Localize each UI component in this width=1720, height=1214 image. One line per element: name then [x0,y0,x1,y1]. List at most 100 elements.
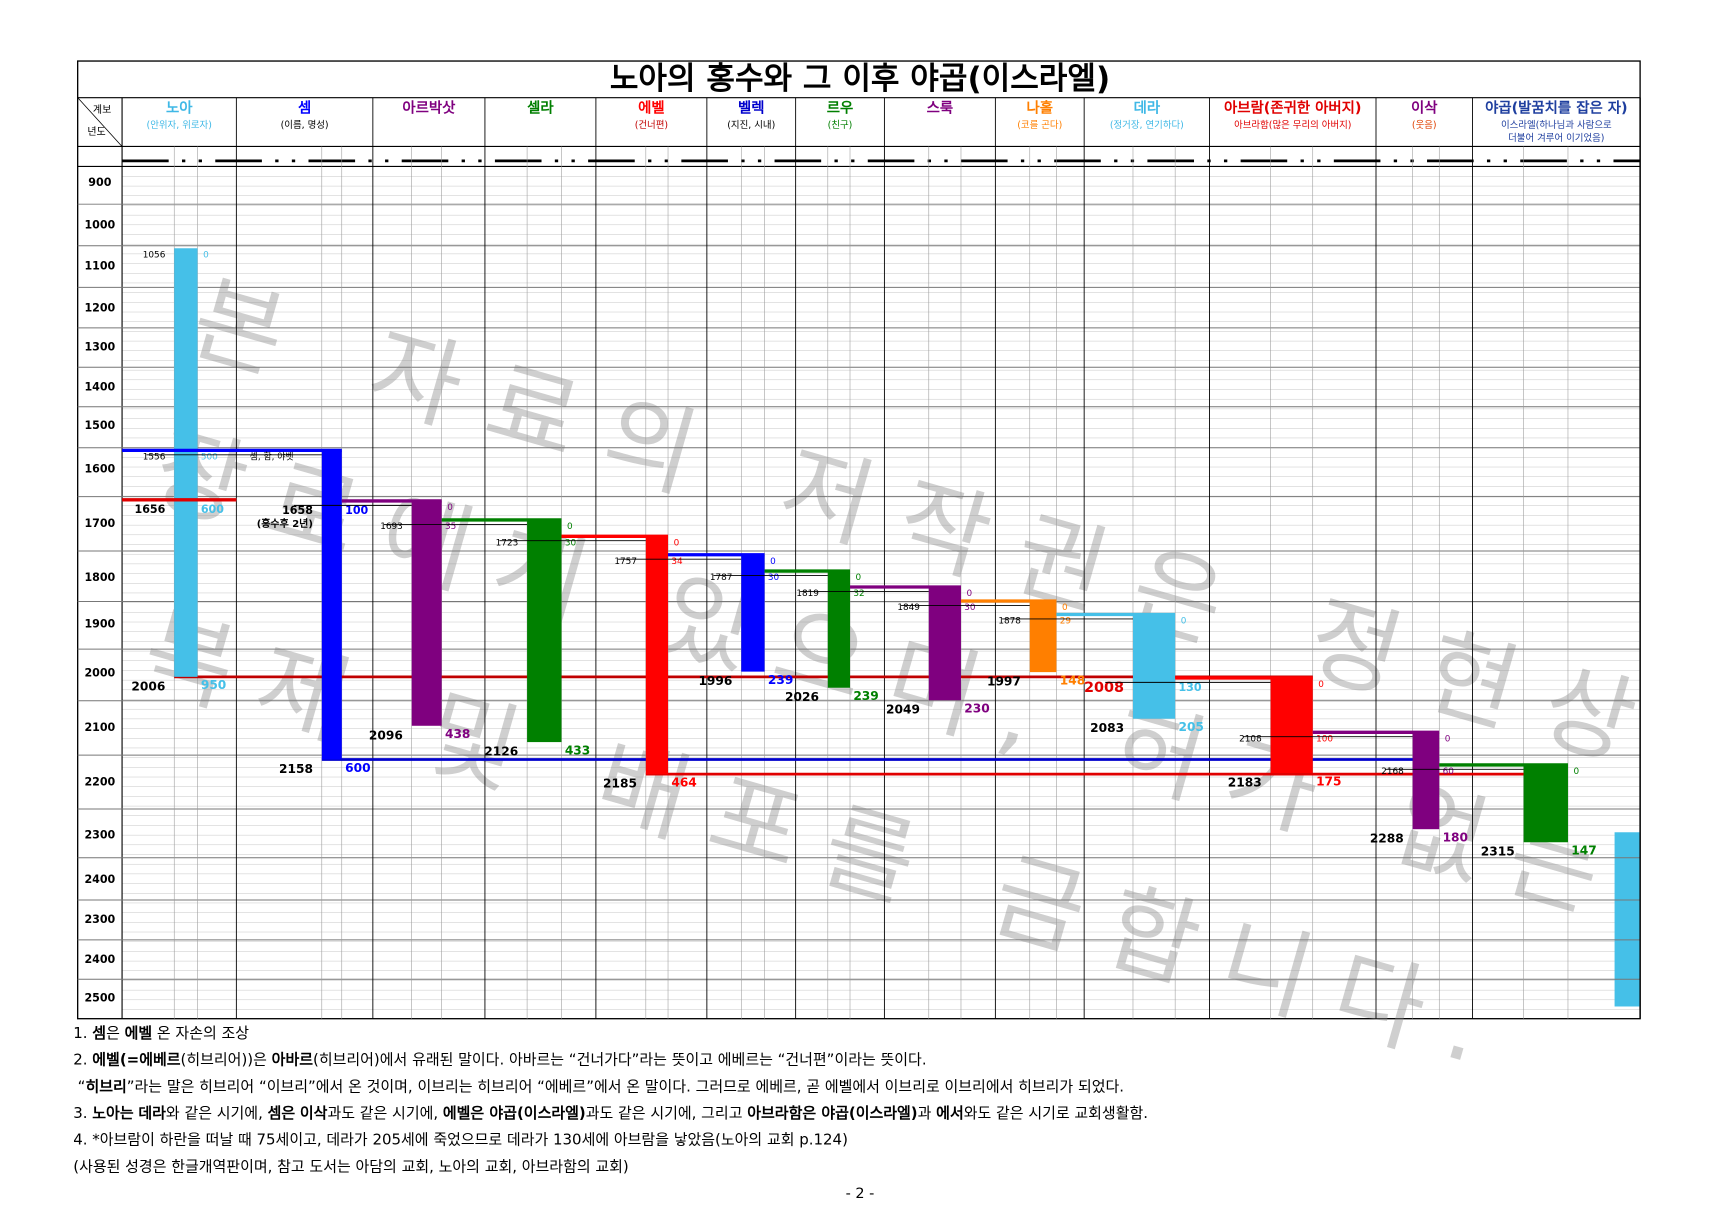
event-year: 1556 [143,453,166,463]
birth-age: 0 [203,250,209,260]
note-line: 4. *아브람이 하란을 떠날 때 75세이고, 데라가 205세에 죽었으므로… [73,1130,848,1148]
death-year: 2185 [603,777,637,791]
year-label: 1400 [84,380,115,393]
death-year: 2288 [1370,832,1404,846]
note-line: “히브리”라는 말은 히브리어 “이브리”에서 온 것이며, 이브리는 히브리어… [78,1077,1124,1095]
death-year: 2096 [369,728,403,742]
event-year: 1757 [614,557,637,567]
event-age: 130 [1178,681,1201,694]
note-segment: 과도 같은 시기에, [327,1104,442,1122]
column-name: 스룩 [927,100,954,117]
year-label: 1600 [84,462,115,475]
note-segment: 4. *아브람이 하란을 떠날 때 75세이고, 데라가 205세에 죽었으므로… [73,1130,848,1148]
event-age: 35 [445,522,456,532]
note-segment: 셈은 [268,1104,296,1122]
note-segment: 3. [73,1104,92,1122]
event-year: 1849 [897,603,920,613]
birth-age: 0 [967,589,973,599]
birth-age: 0 [674,538,680,548]
note-segment: 와 같은 시기에, [166,1104,268,1122]
event-age: 100 [345,504,368,517]
life-bar [1412,732,1440,830]
life-bar [645,536,669,775]
event-age: 500 [201,453,218,463]
note-segment: 아브라함은 야곱(이스라엘) [747,1104,917,1122]
birth-age: 0 [1318,680,1324,690]
year-label: 2100 [84,721,115,734]
death-year: 2026 [785,690,819,704]
death-age: 433 [565,743,590,757]
year-label: 1200 [84,301,115,314]
fine-grid [122,166,1641,1019]
birth-age: 0 [1062,603,1068,613]
death-year: 2049 [886,703,920,717]
event-age: 29 [1060,617,1072,627]
note-line: 2. 에벨(=에베르(히브리어))은 아바르(히브리어)에서 유래된 말이다. … [73,1050,926,1068]
note-segment: 1. [73,1024,92,1042]
note-segment: 데라 [138,1104,166,1122]
column-sub: (이름, 명성) [281,120,329,131]
event-year: 2108 [1239,734,1262,744]
column-sub: (친구) [828,120,853,131]
note-segment: 에벨(=에베르 [92,1050,180,1068]
death-year: 1997 [987,675,1021,689]
note-segment: 온 자손의 조상 [152,1024,249,1042]
note-segment: 와도 같은 시기로 교회생활함. [964,1104,1148,1122]
note-segment: 과 [918,1104,937,1122]
column-sub: 더불어 겨루어 이기었음) [1508,132,1604,144]
title: 노아의 홍수와 그 이후 야곱(이스라엘) [610,61,1110,97]
life-bar [321,450,342,760]
note-line: 3. 노아는 데라와 같은 시기에, 셈은 이삭과도 같은 시기에, 에벨은 야… [73,1104,1148,1122]
event-age: 30 [768,573,780,583]
note-segment: (사용된 성경은 한글개역판이며, 참고 도서는 아담의 교회, 노아의 교회,… [73,1157,629,1175]
year-label: 1300 [84,340,115,353]
column-name: 나홀 [1027,99,1054,117]
year-label: 900 [88,176,111,189]
note-segment: 이삭 [300,1104,328,1122]
life-bar [827,571,851,688]
column-name: 노아 [166,100,193,117]
note-segment: “ [78,1077,86,1095]
column-name: 셀라 [527,100,554,117]
note-segment: 에벨 [125,1024,153,1042]
life-bar [928,587,961,701]
note-line: 1. 셈은 에벨 온 자손의 조상 [73,1024,249,1042]
column-sub: (건너편) [635,119,668,131]
death-age: 950 [201,678,226,692]
event-age: 32 [853,589,864,599]
year-label: 1500 [84,419,115,432]
birth-age: 0 [1181,617,1187,627]
year-label: 2300 [84,913,115,926]
note-segment: 2. [73,1050,92,1068]
life-bar [174,248,198,677]
event-age: 600 [201,503,224,516]
event-note: (홍수후 2년) [257,517,313,530]
year-label: 2200 [84,775,115,788]
continuation-bar [1614,832,1641,1007]
note-line: (사용된 성경은 한글개역판이며, 참고 도서는 아담의 교회, 노아의 교회,… [73,1157,629,1175]
life-bar [1029,600,1057,673]
note-segment: 에벨은 야곱(이스라엘) [443,1104,586,1122]
birth-age: 0 [1445,734,1451,744]
event-age: 100 [1316,734,1333,744]
column-sub: (정거장, 연기하다) [1110,120,1184,131]
death-year: 2183 [1228,776,1262,790]
year-label: 1000 [84,218,115,231]
birth-year: 1056 [143,250,166,260]
year-label: 2500 [84,992,115,1005]
death-age: 464 [671,776,696,790]
life-bar [741,554,765,672]
event-age: 30 [964,603,976,613]
corner-label: 계보 [93,104,111,116]
death-year: 2126 [484,745,518,759]
note-segment: ”라는 말은 히브리어 “이브리”에서 온 것이며, 이브리는 히브리어 “에베… [127,1077,1124,1095]
column-sub: 아브라함(많은 무리의 아버지) [1234,120,1351,131]
death-age: 147 [1571,844,1596,858]
column-name: 에벨 [638,100,665,117]
birth-age: 0 [770,557,776,567]
column-name: 데라 [1134,100,1161,117]
column-sub: (안위자, 위로자) [147,119,212,131]
note-segment: 히브리 [85,1077,126,1095]
